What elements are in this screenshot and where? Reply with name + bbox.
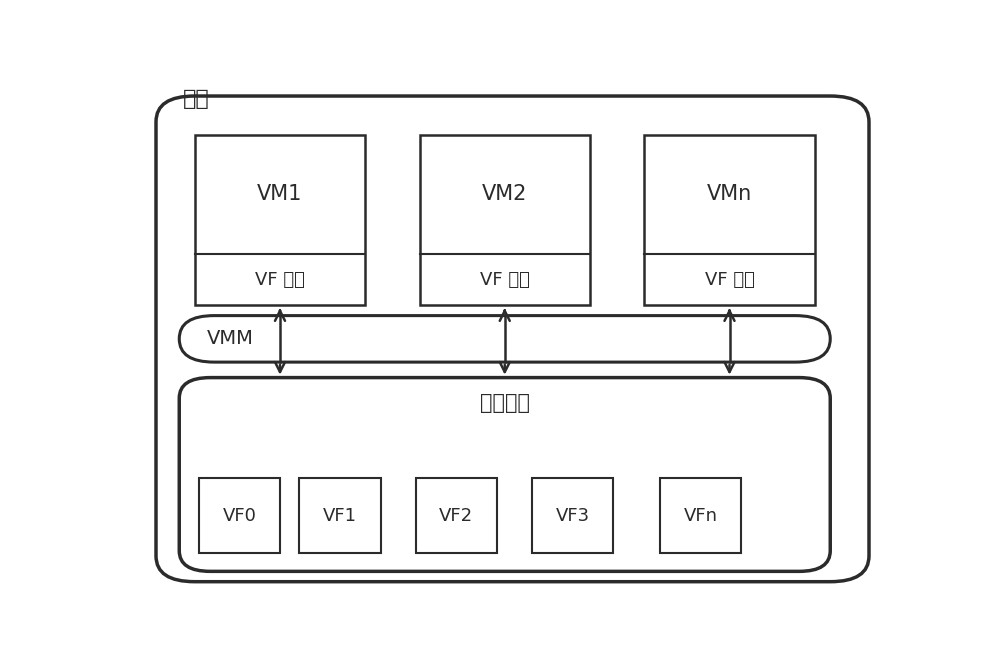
Bar xyxy=(420,135,590,305)
Bar xyxy=(195,135,365,305)
Bar xyxy=(299,478,381,554)
Text: VF 驱动: VF 驱动 xyxy=(705,270,754,289)
FancyBboxPatch shape xyxy=(156,96,869,582)
Text: VF2: VF2 xyxy=(439,507,473,525)
Text: VF3: VF3 xyxy=(556,507,590,525)
Bar xyxy=(660,478,741,554)
Text: VFn: VFn xyxy=(683,507,717,525)
Text: VMn: VMn xyxy=(707,185,752,205)
Text: 物理网卡: 物理网卡 xyxy=(480,393,530,413)
Text: VM2: VM2 xyxy=(482,185,527,205)
Text: VMM: VMM xyxy=(206,329,253,348)
FancyBboxPatch shape xyxy=(179,378,830,572)
Text: VM1: VM1 xyxy=(257,185,303,205)
Text: VF 驱动: VF 驱动 xyxy=(480,270,530,289)
Bar xyxy=(416,478,497,554)
Bar xyxy=(532,478,613,554)
Text: VF 驱动: VF 驱动 xyxy=(255,270,305,289)
FancyBboxPatch shape xyxy=(179,315,830,362)
Text: VF1: VF1 xyxy=(323,507,357,525)
Bar xyxy=(199,478,280,554)
Text: 主机: 主机 xyxy=(183,89,210,109)
Bar xyxy=(644,135,815,305)
Text: VF0: VF0 xyxy=(222,507,256,525)
